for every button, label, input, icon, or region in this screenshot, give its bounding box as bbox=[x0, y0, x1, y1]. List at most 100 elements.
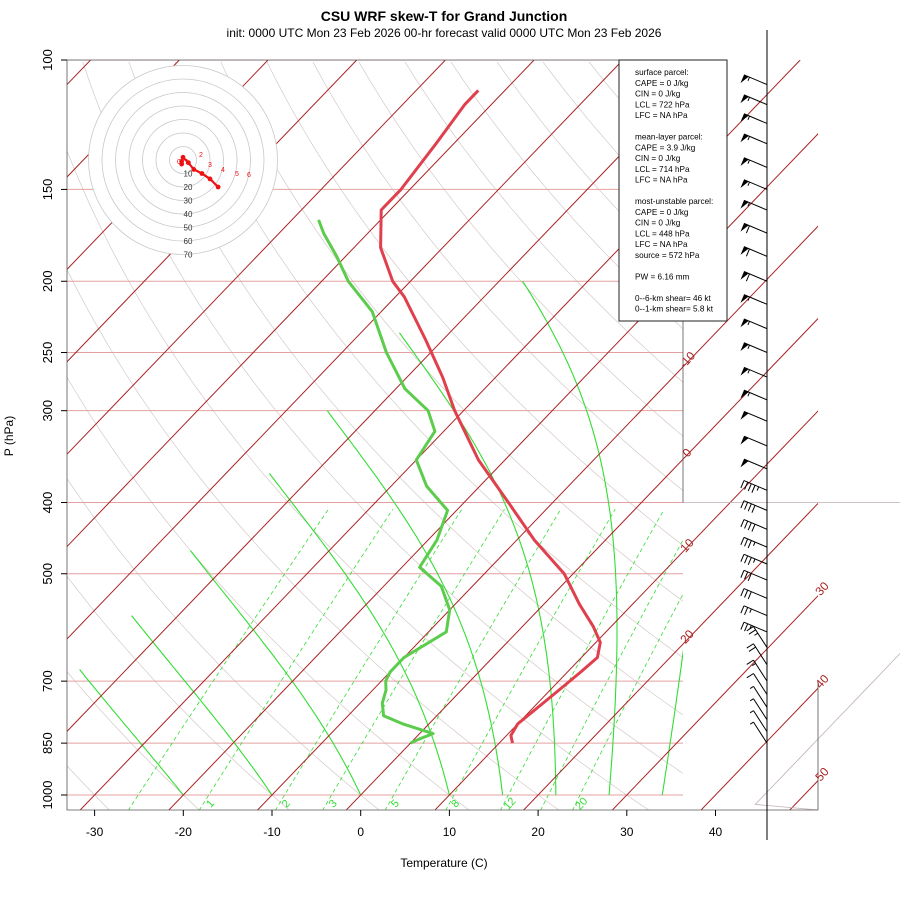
isotherm-label: -10 bbox=[676, 349, 698, 371]
stats-line: LCL = 714 hPa bbox=[635, 165, 690, 174]
isotherm-label: 20 bbox=[677, 627, 697, 647]
isotherm-label: 50 bbox=[812, 764, 832, 784]
dry-adiabat bbox=[496, 61, 683, 277]
wind-barb-flag bbox=[740, 459, 749, 468]
wind-barb-feather bbox=[744, 520, 749, 529]
wind-barb-feather bbox=[751, 505, 756, 513]
x-tick-label: 20 bbox=[531, 825, 545, 839]
wind-barb-feather bbox=[747, 483, 752, 492]
wind-barb-flag bbox=[740, 200, 749, 209]
wind-barb-feather bbox=[751, 485, 756, 493]
mixing-ratio-label: 5 bbox=[389, 798, 402, 811]
mixing-ratio-line bbox=[445, 508, 616, 810]
wind-barb bbox=[749, 710, 768, 732]
dry-adiabat bbox=[450, 61, 683, 330]
wind-barb bbox=[740, 435, 768, 447]
wind-barb bbox=[740, 133, 768, 145]
moist-adiabat bbox=[661, 648, 683, 796]
mixing-ratio-line bbox=[500, 509, 665, 810]
mixing-ratio-line bbox=[572, 593, 683, 810]
wind-barb-feather bbox=[747, 296, 750, 301]
wind-barb-feather bbox=[748, 629, 756, 635]
hodograph-ring bbox=[169, 146, 197, 174]
stats-line: LFC = NA hPa bbox=[635, 240, 688, 249]
wind-barb-feather bbox=[740, 570, 745, 578]
dewpoint-profile bbox=[317, 219, 452, 745]
hodograph-point bbox=[186, 160, 191, 166]
hodograph-height-label: 0 bbox=[177, 159, 181, 166]
stats-box: surface parcel: CAPE = 0 J/kg CIN = 0 J/kg… bbox=[618, 59, 728, 322]
hodograph-ring bbox=[155, 132, 211, 188]
wind-barb-feather bbox=[744, 502, 749, 510]
hodograph-ring bbox=[142, 119, 224, 201]
wind-barb bbox=[740, 342, 768, 353]
wind-barb-feather bbox=[754, 632, 759, 636]
wind-barb bbox=[740, 271, 768, 282]
wind-barb bbox=[740, 366, 768, 378]
stats-line: CAPE = 0 J/kg bbox=[635, 79, 689, 88]
x-tick-label: -30 bbox=[86, 825, 104, 839]
wind-barb bbox=[749, 721, 768, 744]
wind-barb-flag bbox=[740, 436, 749, 445]
wind-barb bbox=[749, 685, 768, 708]
y-tick-label: 1000 bbox=[40, 781, 55, 810]
temperature-profile bbox=[379, 89, 602, 744]
hodograph-point bbox=[191, 167, 197, 172]
moist-adiabat bbox=[522, 281, 618, 796]
wind-barb-feather bbox=[753, 541, 756, 546]
wind-barb-feather bbox=[744, 538, 749, 547]
wind-barb-shaft bbox=[753, 721, 768, 744]
hodograph-ring-label: 50 bbox=[184, 224, 193, 233]
hodograph-ring bbox=[115, 92, 251, 228]
wind-barb bbox=[740, 222, 768, 234]
stats-line: CAPE = 3.9 J/kg bbox=[635, 143, 696, 152]
hodograph-ring-label: 60 bbox=[184, 237, 193, 246]
isotherm-line bbox=[611, 595, 818, 810]
wind-barb-feather bbox=[749, 685, 754, 689]
wind-barb bbox=[740, 480, 768, 493]
wind-barb-feather bbox=[749, 710, 754, 714]
dry-adiabat bbox=[67, 575, 290, 810]
dry-adiabat bbox=[773, 62, 900, 811]
chart-title: CSU WRF skew-T for Grand Junction bbox=[321, 8, 568, 24]
hodograph-point bbox=[199, 171, 205, 176]
wind-barb-feather bbox=[747, 503, 752, 512]
y-tick-label: 850 bbox=[40, 732, 55, 754]
wind-barb-feather bbox=[749, 698, 754, 702]
wind-barb-feather bbox=[756, 486, 760, 491]
wind-barb-feather bbox=[740, 537, 745, 545]
y-tick-label: 400 bbox=[40, 492, 55, 514]
y-axis-label: P (hPa) bbox=[2, 416, 16, 456]
wind-barb bbox=[740, 569, 768, 582]
wind-barb bbox=[740, 389, 768, 401]
wind-barb bbox=[740, 179, 768, 190]
wind-barb-flag bbox=[740, 342, 749, 352]
wind-barb bbox=[740, 318, 768, 330]
isotherm-line bbox=[700, 687, 818, 810]
wind-barb-feather bbox=[745, 248, 750, 257]
wind-barb-flag bbox=[740, 294, 749, 303]
wind-barb-feather bbox=[744, 607, 749, 615]
dry-adiabat bbox=[358, 61, 683, 437]
y-tick-label: 200 bbox=[40, 270, 55, 292]
y-tick-label: 250 bbox=[40, 342, 55, 364]
wind-barb bbox=[740, 500, 768, 513]
dry-adiabat bbox=[865, 62, 900, 811]
wind-barb-flag bbox=[740, 223, 749, 232]
stats-line: CAPE = 0 J/kg bbox=[635, 208, 689, 217]
wind-barb-shaft bbox=[753, 686, 768, 708]
wind-barb-feather bbox=[749, 608, 752, 613]
wind-barb-feather bbox=[752, 663, 756, 667]
wind-barb bbox=[740, 94, 768, 106]
mixing-ratio-line bbox=[540, 539, 683, 810]
isotherm-line bbox=[67, 60, 446, 455]
wind-barb-feather bbox=[744, 623, 749, 632]
isotherm-line bbox=[256, 225, 818, 810]
wind-barb-feather bbox=[747, 573, 752, 582]
wind-barb bbox=[740, 458, 768, 470]
hodograph-height-label: 3 bbox=[208, 162, 212, 169]
chart-subtitle: init: 0000 UTC Mon 23 Feb 2026 00-hr for… bbox=[227, 26, 662, 40]
mixing-ratio-label: 2 bbox=[280, 798, 293, 811]
y-tick-label: 700 bbox=[40, 670, 55, 692]
